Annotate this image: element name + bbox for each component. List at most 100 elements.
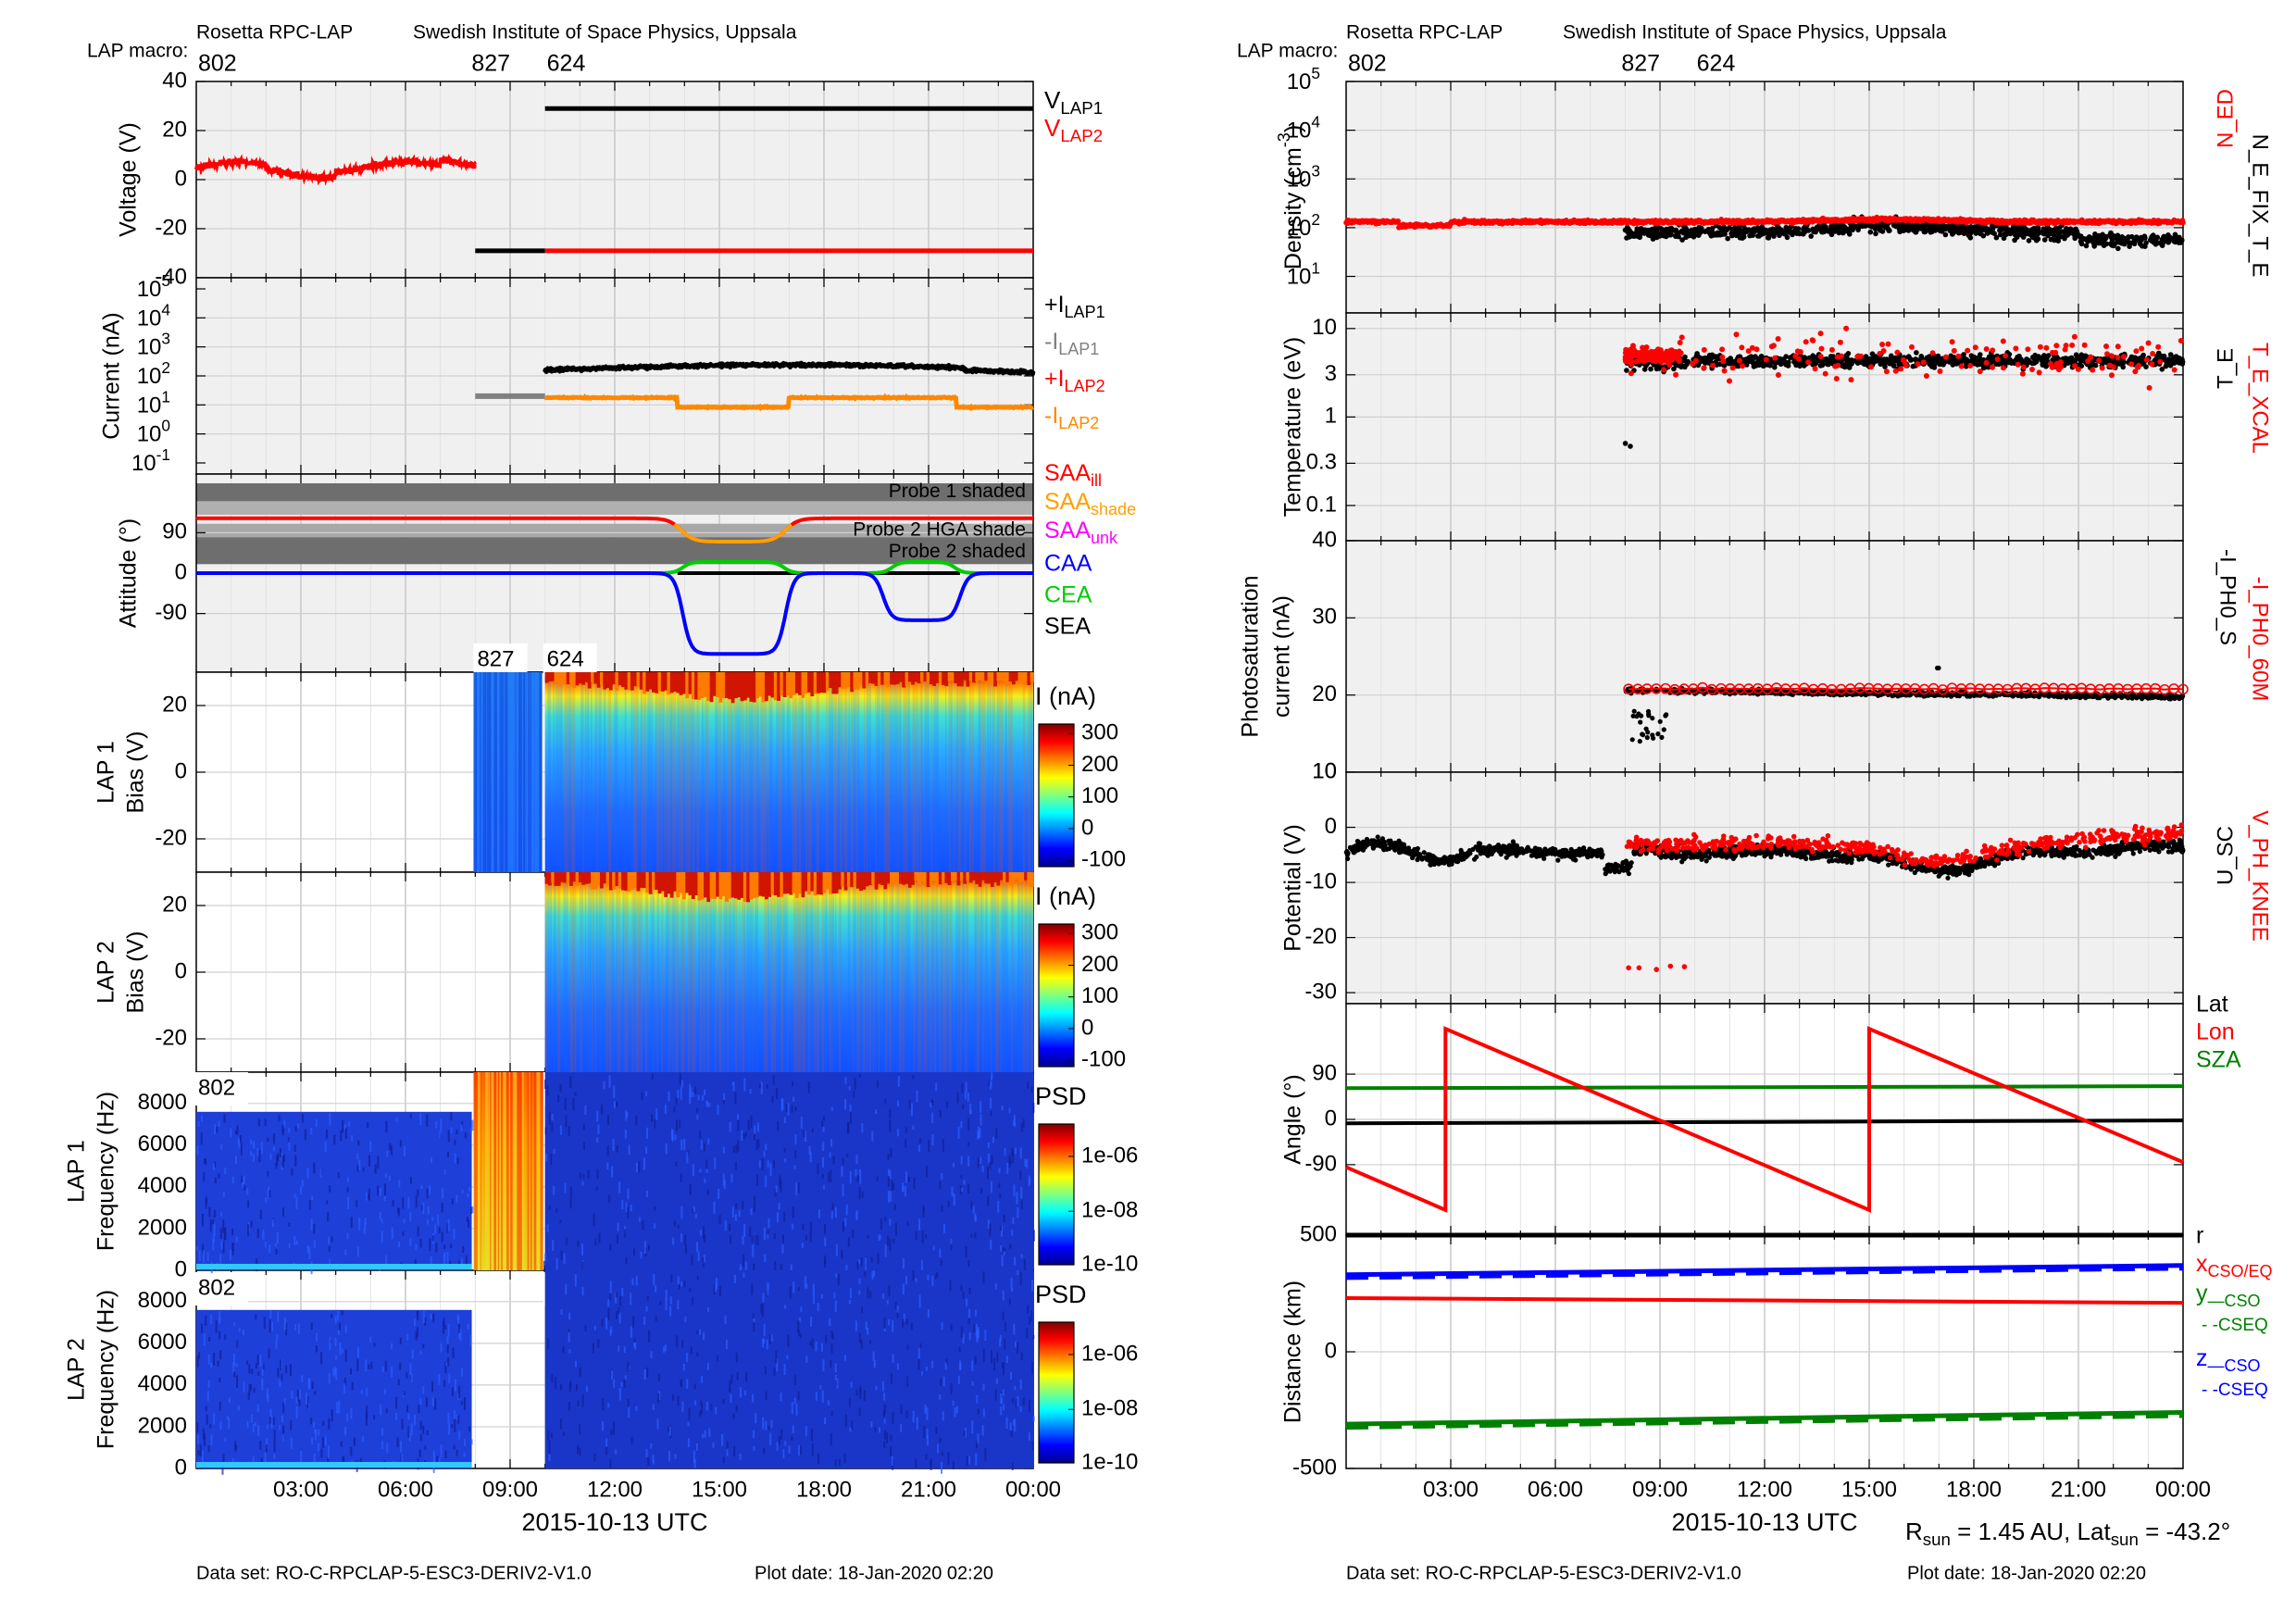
speckle: [595, 1186, 598, 1191]
speckle: [971, 1380, 974, 1386]
heatmap-stripe: [904, 672, 906, 872]
y-tick-label: 2000: [138, 1413, 187, 1438]
hot-band-cell: [944, 672, 949, 687]
heatmap-stripe: [594, 672, 598, 872]
speckle: [733, 1445, 736, 1457]
speckle: [365, 1359, 368, 1372]
hot-band-cell: [560, 672, 564, 685]
x-tick-label: 18:00: [1946, 1477, 2002, 1502]
speckle: [324, 1436, 327, 1446]
speckle: [654, 1118, 656, 1129]
hot-band-cell: [566, 672, 570, 685]
probe1-shade-band: [196, 483, 1033, 502]
heatmap-stripe: [705, 672, 707, 872]
speckle: [638, 1161, 641, 1173]
speckle: [293, 1235, 296, 1245]
speckle: [401, 1418, 404, 1430]
speckle: [285, 1365, 288, 1374]
heatmap-stripe: [614, 672, 616, 872]
hot-band-cell: [599, 872, 604, 889]
heatmap-stripe: [549, 872, 552, 1072]
speckle: [676, 1120, 679, 1131]
colorbar-tick-label: 1e-06: [1081, 1143, 1138, 1168]
heatmap-stripe: [609, 872, 613, 1072]
speckle: [970, 1201, 973, 1209]
speckle: [1004, 1251, 1006, 1256]
heatmap-stripe: [898, 672, 900, 872]
heatmap-stripe: [488, 672, 491, 872]
hot-band-cell: [676, 872, 680, 898]
heatmap-stripe: [780, 872, 782, 1072]
heatmap-stripe: [998, 672, 1000, 872]
speckle: [276, 1333, 279, 1342]
heatmap-stripe: [752, 672, 754, 872]
hot-band-cell: [956, 872, 961, 886]
speckle: [652, 1404, 655, 1410]
speckle: [344, 1249, 347, 1255]
hot-band-cell: [951, 872, 955, 881]
heatmap-stripe: [478, 1072, 480, 1270]
freq-802-lowband: [196, 1264, 472, 1269]
y-tick-label: 105: [1287, 64, 1320, 95]
heatmap-stripe: [889, 672, 892, 872]
hot-band-cell: [685, 872, 690, 893]
speckle: [267, 1137, 269, 1143]
heatmap-stripe: [526, 672, 529, 872]
speckle: [399, 1362, 402, 1370]
heatmap-stripe: [799, 872, 802, 1072]
heatmap-stripe: [955, 872, 959, 1072]
speckle: [781, 1244, 784, 1254]
hot-band-cell: [777, 672, 780, 701]
hot-band-cell: [1003, 872, 1006, 886]
heatmap-stripe: [739, 672, 742, 872]
heatmap-stripe: [921, 672, 923, 872]
speckle: [879, 1234, 881, 1240]
hot-band-cell: [578, 872, 582, 882]
speckle: [941, 1172, 943, 1181]
speckle: [281, 1129, 284, 1136]
hot-band-cell: [694, 872, 698, 896]
speckle: [812, 1291, 815, 1305]
speckle: [681, 1340, 684, 1348]
speckle: [344, 1128, 347, 1139]
speckle: [334, 1337, 337, 1346]
heatmap-stripe: [675, 872, 678, 1072]
speckle: [767, 1160, 769, 1168]
speckle: [754, 1195, 756, 1202]
heatmap-stripe: [948, 872, 952, 1072]
heatmap-stripe: [715, 872, 717, 1072]
speckle: [409, 1113, 412, 1118]
speckle: [665, 1289, 668, 1301]
speckle: [450, 1127, 453, 1133]
hot-band-cell: [942, 872, 945, 884]
speckle: [596, 1168, 599, 1180]
heatmap-stripe: [965, 872, 967, 1072]
heatmap-stripe: [1008, 672, 1011, 872]
heatmap-stripe: [557, 872, 559, 1072]
freq-827-texture: [474, 1072, 543, 1270]
heatmap-stripe: [563, 872, 566, 1072]
speckle: [722, 1456, 725, 1463]
speckle: [265, 1197, 268, 1203]
speckle: [621, 1287, 624, 1296]
heatmap-stripe: [553, 872, 555, 1072]
heatmap-stripe: [580, 672, 582, 872]
hot-band-cell: [926, 872, 930, 888]
speckle: [735, 1352, 738, 1362]
speckle: [206, 1391, 209, 1402]
heatmap-stripe: [718, 672, 721, 872]
speckle: [246, 1420, 249, 1429]
hot-band-cell: [798, 872, 803, 894]
speckle: [823, 1224, 826, 1235]
hot-band-cell: [935, 872, 940, 887]
heatmap-stripe: [604, 872, 606, 1072]
hot-band-cell: [566, 872, 570, 883]
speckle: [917, 1348, 920, 1359]
heatmap-stripe: [957, 872, 961, 1072]
heatmap-stripe: [569, 872, 571, 1072]
heatmap-stripe: [713, 872, 716, 1072]
heatmap-stripe: [537, 672, 540, 872]
hot-band-cell: [877, 872, 881, 884]
speckle: [1008, 1107, 1011, 1114]
heatmap-stripe: [612, 872, 615, 1072]
